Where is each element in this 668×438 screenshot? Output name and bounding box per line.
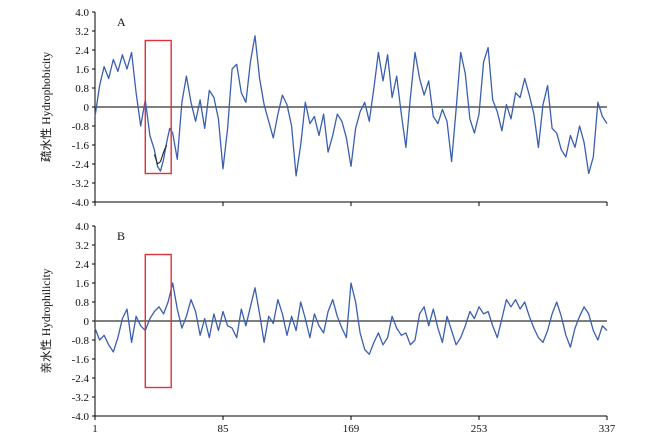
y-tick-label: 1.6 bbox=[75, 278, 89, 290]
y-tick-label: 2.4 bbox=[75, 45, 89, 57]
y-tick-label: 2.4 bbox=[75, 259, 89, 271]
y-tick-label: -1.6 bbox=[72, 354, 90, 366]
y-tick-label: -2.4 bbox=[72, 159, 90, 171]
y-tick-label: -3.2 bbox=[72, 392, 89, 404]
y-axis-title: 疏水性 Hydrophobicity bbox=[39, 52, 53, 162]
y-tick-label: 4.0 bbox=[75, 221, 89, 233]
series-line-0 bbox=[94, 282, 608, 355]
series-line-1 bbox=[153, 144, 168, 165]
y-tick-label: -2.4 bbox=[72, 373, 90, 385]
y-tick-label: 0.8 bbox=[75, 83, 89, 95]
panel-a-hydrophobicity: 4.0 3.2 2.4 1.6 0.8 0 -0.8 -1.6 -2.4 -3.2 -4.0 疏水性 … bbox=[39, 7, 608, 209]
panel-b-hydrophilicity: 4.0 3.2 2.4 1.6 0.8 0 -0.8 -1.6 -2.4 -3.2 -4.01 85 1… bbox=[39, 221, 616, 435]
y-tick-label: 0.8 bbox=[75, 297, 89, 309]
highlight-box bbox=[144, 253, 172, 389]
series-line-0 bbox=[94, 35, 608, 177]
y-tick-label: 1.6 bbox=[75, 64, 89, 76]
x-tick-label: 85 bbox=[218, 423, 230, 435]
y-tick-label: 3.2 bbox=[75, 26, 89, 38]
panel-label: A bbox=[117, 15, 126, 29]
y-tick-label: -3.2 bbox=[72, 178, 89, 190]
x-tick-label: 253 bbox=[471, 423, 488, 435]
x-tick-label: 337 bbox=[599, 423, 616, 435]
y-tick-label: -0.8 bbox=[72, 335, 90, 347]
y-tick-label: 0 bbox=[84, 102, 90, 114]
y-tick-label: -4.0 bbox=[72, 197, 90, 209]
y-tick-label: -0.8 bbox=[72, 121, 90, 133]
x-tick-label: 1 bbox=[92, 423, 98, 435]
highlight-box bbox=[144, 39, 172, 175]
y-tick-label: 4.0 bbox=[75, 7, 89, 19]
panel-label: B bbox=[117, 229, 125, 243]
y-tick-label: -4.0 bbox=[72, 411, 90, 423]
y-axis-title: 亲水性 Hydrophilicity bbox=[39, 268, 53, 373]
y-tick-label: -1.6 bbox=[72, 140, 90, 152]
y-tick-label: 3.2 bbox=[75, 240, 89, 252]
y-tick-label: 0 bbox=[84, 316, 90, 328]
x-tick-label: 169 bbox=[343, 423, 360, 435]
